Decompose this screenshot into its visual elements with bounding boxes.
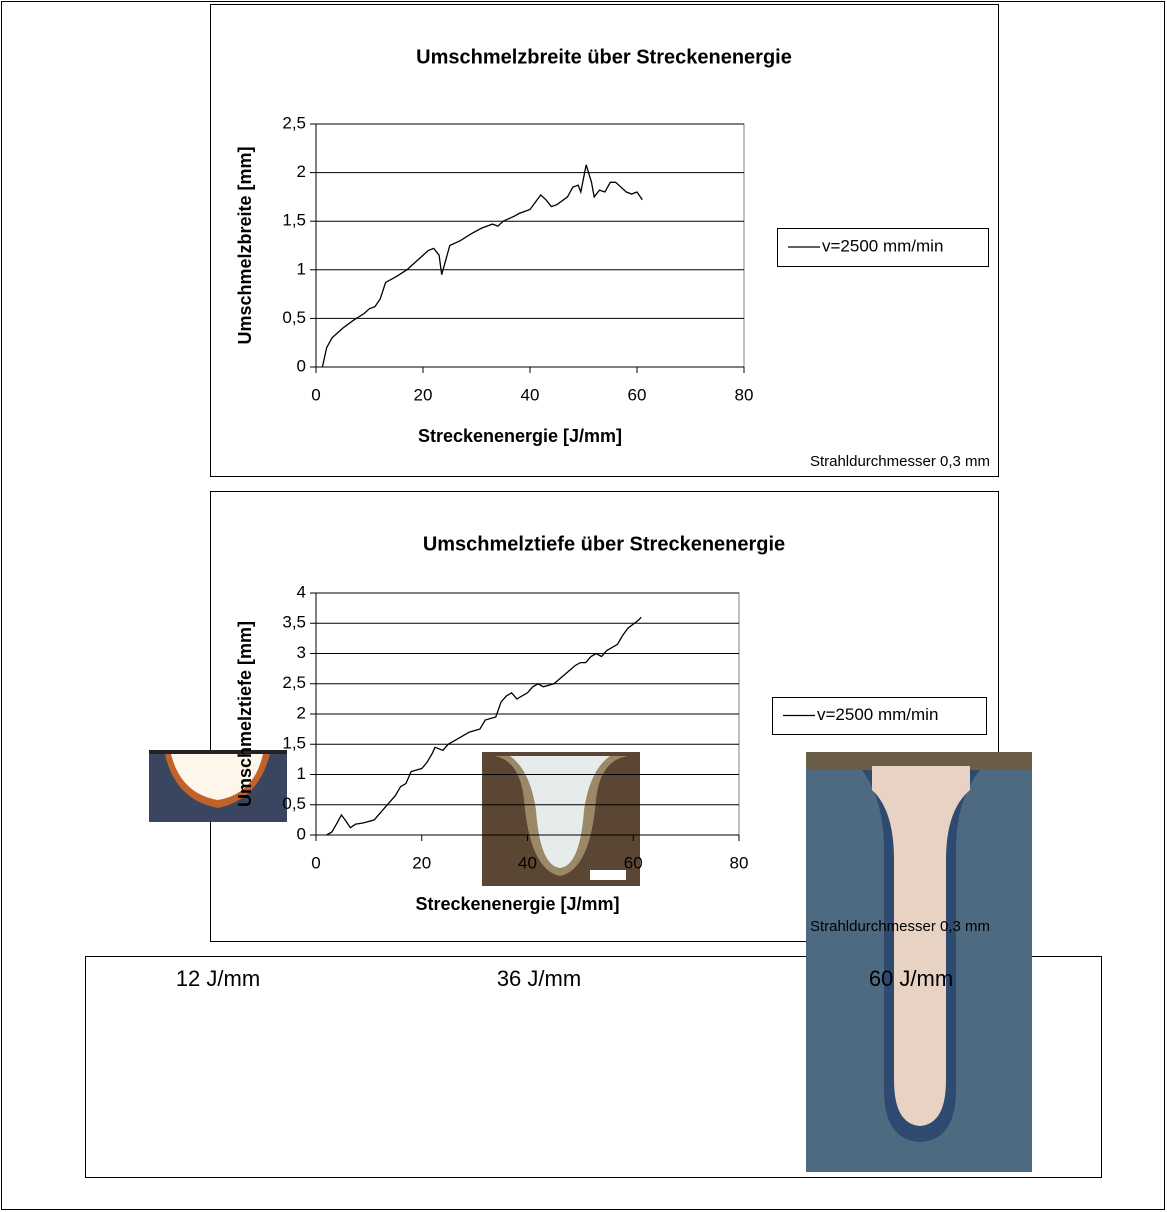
- annotation: Strahldurchmesser 0,3 mm: [810, 453, 990, 470]
- data-line: [321, 164, 643, 368]
- x-tick-label: 0: [311, 853, 320, 872]
- micrograph: [806, 752, 1032, 1172]
- x-tick-label: 60: [628, 385, 647, 404]
- x-tick-label: 80: [730, 853, 749, 872]
- legend-label: v=2500 mm/min: [822, 236, 943, 255]
- y-tick-label: 3: [297, 643, 306, 662]
- x-tick-label: 20: [414, 385, 433, 404]
- legend-label: v=2500 mm/min: [817, 705, 938, 724]
- x-tick-label: 0: [311, 385, 320, 404]
- y-tick-label: 2: [297, 703, 306, 722]
- y-axis-label: Umschmelzbreite [mm]: [235, 146, 255, 344]
- x-axis-label: Streckenenergie [J/mm]: [415, 894, 619, 914]
- y-tick-label: 2,5: [282, 113, 306, 132]
- y-tick-label: 4: [297, 582, 306, 601]
- chart-title: Umschmelzbreite über Streckenenergie: [416, 46, 792, 68]
- y-tick-label: 2,5: [282, 673, 306, 692]
- x-axis-label: Streckenenergie [J/mm]: [418, 426, 622, 446]
- y-tick-label: 1: [297, 259, 306, 278]
- image-caption: 12 J/mm: [176, 966, 260, 991]
- y-tick-label: 0: [297, 824, 306, 843]
- annotation: Strahldurchmesser 0,3 mm: [810, 918, 990, 935]
- x-tick-label: 60: [624, 853, 643, 872]
- y-tick-label: 0,5: [282, 794, 306, 813]
- x-tick-label: 40: [521, 385, 540, 404]
- y-tick-label: 1,5: [282, 211, 306, 230]
- y-tick-label: 2: [297, 162, 306, 181]
- image-caption: 60 J/mm: [869, 966, 953, 991]
- micrograph: [149, 750, 287, 822]
- x-tick-label: 20: [412, 853, 431, 872]
- y-tick-label: 1: [297, 764, 306, 783]
- data-line: [326, 616, 642, 836]
- image-caption: 36 J/mm: [497, 966, 581, 991]
- y-tick-label: 0: [297, 356, 306, 375]
- chart-title: Umschmelztiefe über Streckenenergie: [423, 533, 785, 555]
- micrograph: [482, 752, 640, 886]
- x-tick-label: 80: [735, 385, 754, 404]
- y-tick-label: 0,5: [282, 308, 306, 327]
- y-tick-label: 1,5: [282, 734, 306, 753]
- y-tick-label: 3,5: [282, 613, 306, 632]
- y-axis-label: Umschmelztiefe [mm]: [235, 621, 255, 807]
- x-tick-label: 40: [518, 853, 537, 872]
